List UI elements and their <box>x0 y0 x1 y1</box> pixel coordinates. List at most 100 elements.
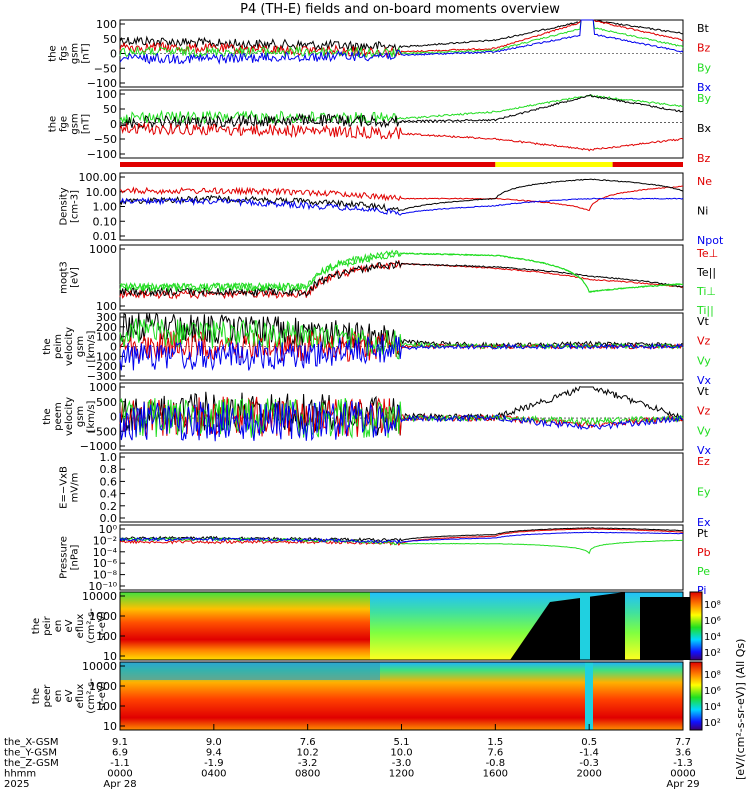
y-axis-label: peim <box>53 334 64 359</box>
legend-entry: Ex <box>697 516 711 529</box>
x-axis-row-value: 9.1 <box>112 737 128 748</box>
mode-bar-segment <box>612 162 683 167</box>
y-tick-label: 10⁻⁸ <box>93 569 118 582</box>
y-axis-label: E=−VxB <box>59 466 70 509</box>
x-axis-row-value: Apr 28 <box>103 779 136 790</box>
colorbar-tick-label: 10² <box>704 718 721 729</box>
y-axis-label: en <box>53 690 64 703</box>
y-axis-label: the <box>31 688 42 704</box>
legend-entry: Pb <box>697 546 711 559</box>
y-axis-label: [nPa] <box>70 544 81 570</box>
colorbar-tick-label: 10⁶ <box>704 686 721 697</box>
y-axis-label: [km/s] <box>86 400 97 432</box>
y-axis-label: peir <box>42 615 53 635</box>
y-tick-label: 10⁻¹⁰ <box>88 580 117 593</box>
y-tick-label: 1000 <box>89 243 117 256</box>
y-tick-label: 500 <box>96 396 117 409</box>
legend-entry: Ti⊥ <box>696 285 716 298</box>
x-axis-row-value: 9.0 <box>206 737 222 748</box>
y-axis-label: (cm²-s- <box>86 678 97 714</box>
y-tick-label: 0.01 <box>93 230 118 243</box>
y-axis-label: mV/m <box>70 473 81 503</box>
y-axis-label: [eV] <box>70 267 81 288</box>
x-axis-row-name: the_Y-GSM <box>4 748 57 759</box>
x-axis-row-value: 0800 <box>295 769 320 780</box>
y-tick-label: 300 <box>96 311 117 324</box>
x-axis-row-name: hhmm <box>4 769 36 780</box>
y-axis-label: eflux <box>75 684 86 709</box>
colorbar-bottom <box>689 661 703 731</box>
legend-entry: By <box>697 92 712 105</box>
y-tick-label: 10⁻² <box>93 534 117 547</box>
x-axis-row-value: 0000 <box>107 769 132 780</box>
y-tick-label: 100 <box>96 630 117 643</box>
x-axis-row-value: -1.1 <box>110 758 130 769</box>
x-axis-row-value: 0400 <box>201 769 226 780</box>
x-axis-row-value: 10.0 <box>390 748 412 759</box>
x-axis-row-value: 1.5 <box>487 737 503 748</box>
y-axis-label: peer <box>42 684 53 708</box>
y-axis-label: Density <box>59 187 70 225</box>
legend-entry: By <box>697 61 712 74</box>
y-axis-label: the <box>31 618 42 634</box>
y-tick-label: 100 <box>96 331 117 344</box>
panel-efield: 1.00.80.60.40.20.0 E=−VxB mV/m Ez Ey Ex <box>59 451 711 529</box>
x-axis-row-value: 1600 <box>483 769 508 780</box>
y-tick-label: 0.6 <box>100 475 118 488</box>
y-tick-label: −100 <box>87 77 117 90</box>
y-tick-label: −300 <box>87 370 117 383</box>
y-axis-label: [cm-3] <box>70 190 81 223</box>
mode-bar-segment <box>120 162 496 167</box>
legend-entry: Vt <box>697 385 710 398</box>
legend-entry: Vz <box>697 335 711 348</box>
legend-entry: Bt <box>697 22 710 35</box>
legend-entry: Vy <box>697 354 711 367</box>
y-axis-label: eflux <box>75 614 86 639</box>
y-tick-label: 100 <box>96 700 117 713</box>
y-tick-label: −100 <box>87 350 117 363</box>
series-line <box>119 19 684 65</box>
y-tick-label: 0.2 <box>100 500 118 513</box>
x-axis-row-value: 10.2 <box>297 748 319 759</box>
x-axis-row-value: -0.3 <box>579 758 599 769</box>
colorbar-tick-label: 10⁶ <box>704 616 721 627</box>
y-tick-label: 10⁻⁶ <box>93 557 118 570</box>
y-tick-label: 10⁻⁴ <box>93 546 118 559</box>
legend-entry: Bz <box>697 42 711 55</box>
legend-entry: Vt <box>697 315 710 328</box>
y-tick-label: 1000 <box>89 680 117 693</box>
legend-entry: Vy <box>697 424 711 437</box>
y-axis-label: gsm <box>70 43 81 64</box>
colorbar-tick-label: 10⁴ <box>704 632 721 643</box>
colorbar-label: [eV/(cm²-s-sr-eV)] (All Qs) <box>734 639 747 780</box>
x-axis-row-value: 7.6 <box>487 748 503 759</box>
y-tick-label: 10000 <box>82 660 117 673</box>
series-line <box>119 121 684 152</box>
legend-entry: Vx <box>697 444 712 457</box>
y-axis-label: Pressure <box>59 536 70 579</box>
y-tick-label: 0.10 <box>93 215 118 228</box>
x-axis-row-value: -3.0 <box>392 758 412 769</box>
spectrogram-region <box>580 592 590 660</box>
panel-density: 100.00 10.00 1.000.10 0.01 Density [cm-3] Ne Ni… <box>59 171 724 247</box>
series-line <box>120 527 683 543</box>
colorbar-tick-label: 10² <box>704 648 721 659</box>
spectrogram-region <box>120 662 380 680</box>
x-axis-row-value: -3.2 <box>298 758 318 769</box>
y-axis-label: peem <box>53 402 64 430</box>
y-tick-label: 100.00 <box>79 171 118 184</box>
legend-entry: Te⊥ <box>696 247 718 260</box>
legend-entry: Vx <box>697 374 712 387</box>
y-tick-label: −100 <box>87 148 117 161</box>
x-axis-row-value: -1.4 <box>579 748 599 759</box>
y-tick-label: 0.0 <box>100 512 118 525</box>
y-axis-label: gsm <box>75 336 86 357</box>
y-axis-label: [km/s] <box>86 330 97 362</box>
y-tick-label: 0 <box>110 341 117 354</box>
y-tick-label: 0.8 <box>100 463 118 476</box>
y-axis-label: the <box>42 338 53 354</box>
x-axis-row-value: -0.8 <box>486 758 506 769</box>
